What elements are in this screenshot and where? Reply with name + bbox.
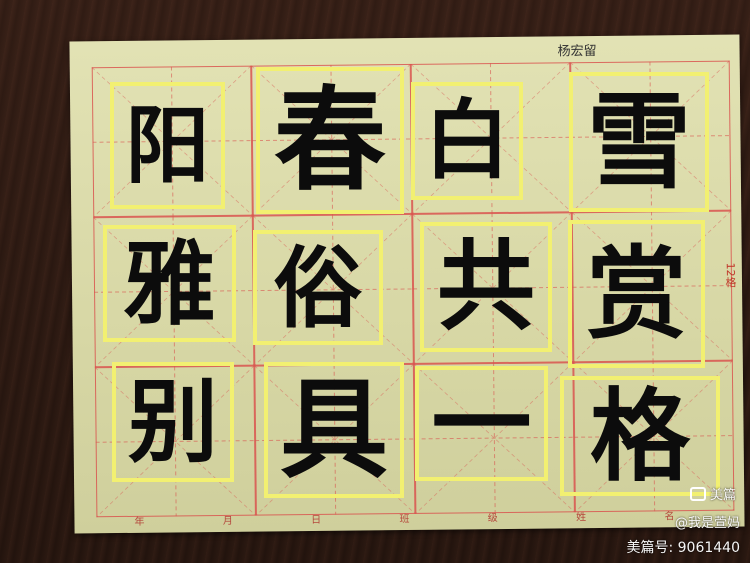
char-cell-xue: 雪 — [569, 72, 709, 212]
brush-character: 格 — [590, 377, 690, 495]
grid-line — [250, 65, 413, 215]
grid-line — [254, 213, 413, 366]
footer-mark: 日 — [311, 514, 322, 527]
brush-character: 共 — [436, 229, 535, 344]
grid-line — [413, 286, 573, 290]
grid-line — [728, 60, 735, 511]
grid-line — [253, 288, 414, 292]
char-cell-ju: 具 — [264, 362, 404, 498]
user-watermark: @我是萱妈 — [674, 516, 740, 531]
grid-line — [651, 211, 654, 362]
grid-line — [91, 60, 730, 69]
grid-line — [255, 438, 415, 442]
char-cell-shang: 赏 — [568, 220, 705, 368]
footer-mark: 月 — [222, 515, 233, 527]
footer-mark: 班 — [399, 513, 410, 526]
brush-character: 阳 — [125, 95, 210, 195]
footer-mark: 名 — [664, 511, 675, 523]
char-cell-gong: 共 — [420, 222, 552, 352]
app-name: 美篇 — [709, 488, 736, 503]
brush-character: 别 — [128, 369, 218, 475]
brush-character: 赏 — [586, 235, 687, 353]
brush-character: 白 — [424, 90, 510, 191]
grid-line — [174, 366, 177, 517]
grid-line — [571, 211, 734, 361]
grid-line — [411, 61, 571, 215]
grid-line — [573, 361, 735, 511]
brush-character: 雅 — [123, 229, 216, 338]
writer-name: 杨宏留 — [557, 44, 597, 60]
grid-line — [413, 211, 573, 365]
grid-line — [572, 285, 733, 288]
grid-line — [570, 135, 731, 138]
brush-character: 俗 — [273, 235, 362, 340]
grid-line — [252, 215, 415, 365]
grid-line — [414, 436, 575, 440]
grid-line — [91, 66, 254, 216]
grid-line — [652, 361, 656, 512]
grid-line — [411, 213, 574, 363]
footer-mark: 年 — [134, 516, 145, 528]
brush-character: 具 — [279, 367, 388, 493]
grid-line — [170, 66, 174, 217]
grid-line — [255, 363, 415, 516]
grid-count-label: 12格 — [723, 262, 738, 288]
char-cell-yi: 一 — [415, 366, 548, 481]
grid-line — [491, 213, 495, 364]
grid-line — [411, 136, 571, 140]
app-logo-icon — [689, 486, 706, 501]
grid-line — [574, 360, 734, 513]
char-cell-bie: 别 — [112, 362, 234, 482]
footer-mark: 姓 — [576, 512, 587, 524]
brush-character: 春 — [274, 74, 386, 206]
brush-character: 雪 — [586, 80, 691, 203]
grid-line — [332, 214, 335, 365]
grid-line — [574, 435, 734, 438]
grid-line — [493, 363, 496, 514]
grid-line — [254, 365, 416, 515]
grid-line — [91, 67, 98, 518]
char-cell-ge: 格 — [560, 376, 720, 496]
grid-line — [333, 364, 337, 515]
char-cell-su: 俗 — [253, 230, 383, 345]
footer-mark: 级 — [487, 513, 498, 525]
grid-line — [92, 140, 252, 143]
grid-line — [94, 366, 257, 516]
grid-line — [569, 61, 732, 211]
grid-line — [413, 363, 576, 513]
char-cell-ya: 雅 — [103, 225, 236, 342]
id-watermark: 美篇号: 9061440 — [626, 540, 740, 556]
grid-line — [172, 216, 176, 367]
grid-line — [571, 60, 730, 213]
char-cell-chun: 春 — [256, 67, 404, 214]
brush-character: 一 — [431, 364, 532, 483]
char-cell-bai: 白 — [411, 82, 523, 200]
grid-line — [251, 138, 412, 142]
char-cell-yang: 阳 — [110, 82, 225, 209]
grid-line — [94, 359, 733, 369]
grid-line — [252, 63, 411, 216]
grid-line — [95, 440, 256, 443]
grid-line — [96, 365, 255, 518]
grid-line — [96, 509, 735, 518]
app-watermark: 美篇 — [689, 484, 736, 503]
grid-line — [410, 63, 573, 213]
grid-line — [94, 290, 254, 293]
